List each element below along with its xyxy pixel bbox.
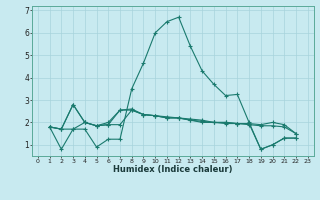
X-axis label: Humidex (Indice chaleur): Humidex (Indice chaleur) [113, 165, 233, 174]
